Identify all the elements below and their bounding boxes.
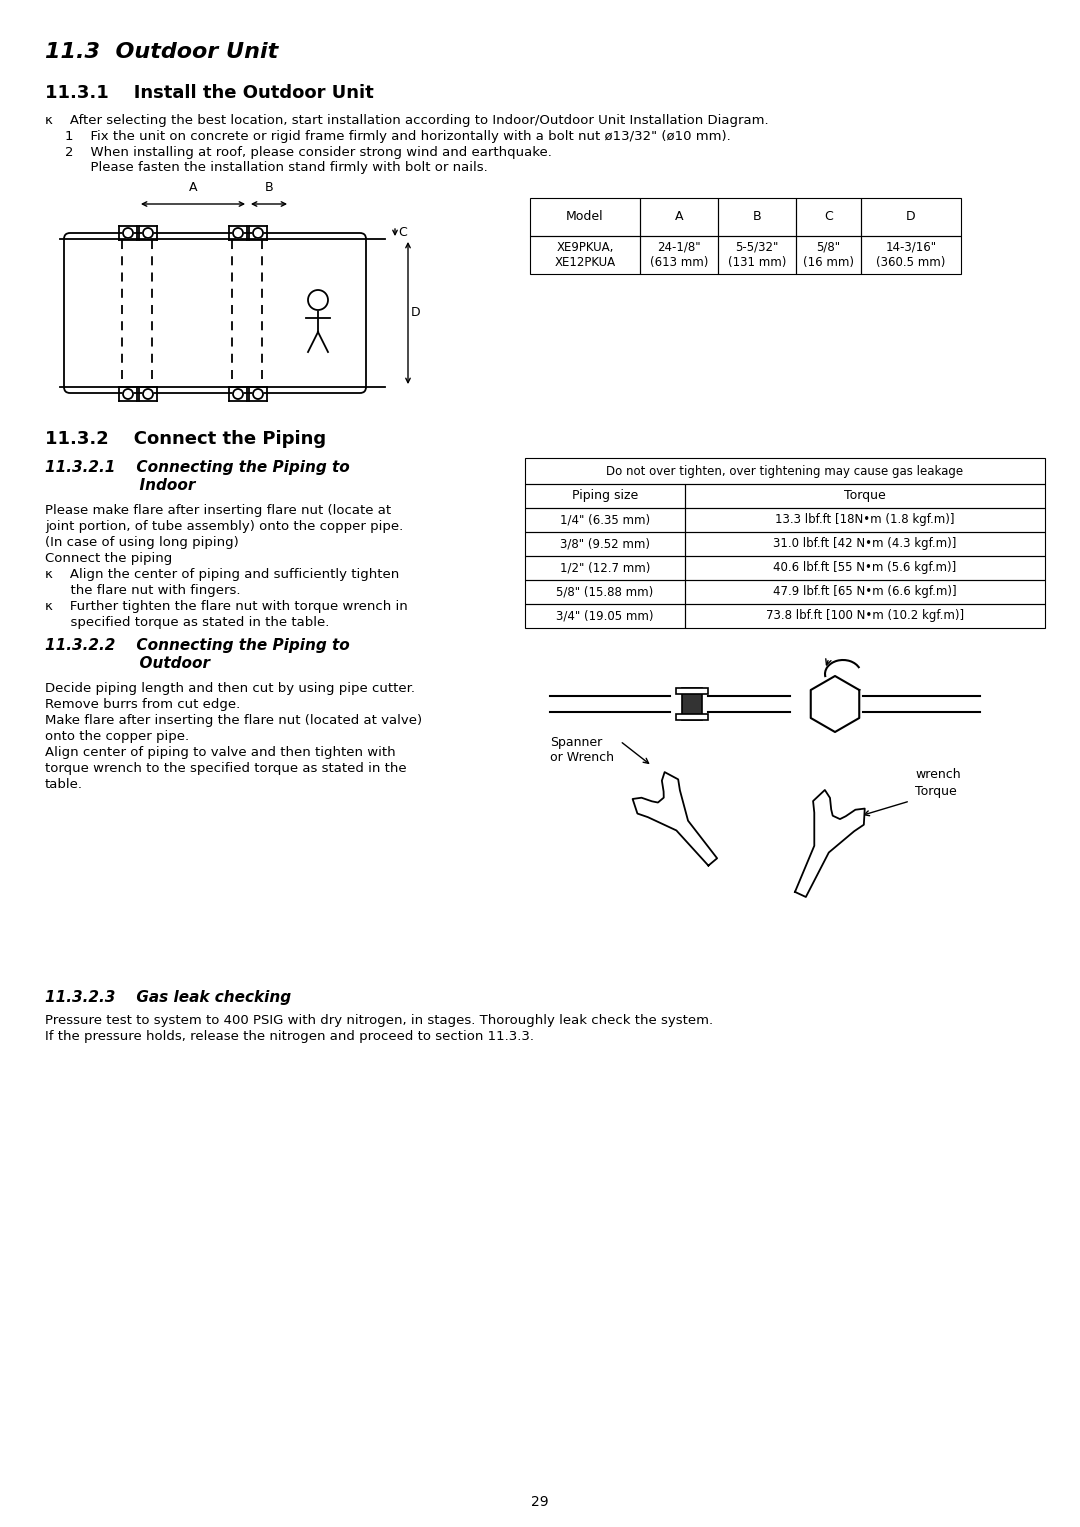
Circle shape [143, 389, 153, 399]
Text: 11.3.2    Connect the Piping: 11.3.2 Connect the Piping [45, 431, 326, 447]
Text: Make flare after inserting the flare nut (located at valve): Make flare after inserting the flare nut… [45, 715, 422, 727]
Bar [525, 605, 685, 628]
Text: D: D [906, 211, 916, 223]
Circle shape [253, 228, 264, 238]
Circle shape [143, 228, 153, 238]
Text: Please fasten the installation stand firmly with bolt or nails.: Please fasten the installation stand fir… [65, 160, 488, 174]
Text: 73.8 lbf.ft [100 N•m (10.2 kgf.m)]: 73.8 lbf.ft [100 N•m (10.2 kgf.m)] [766, 609, 964, 623]
Text: Align center of piping to valve and then tighten with: Align center of piping to valve and then… [45, 747, 395, 759]
Text: 13.3 lbf.ft [18N•m (1.8 kgf.m)]: 13.3 lbf.ft [18N•m (1.8 kgf.m)] [775, 513, 955, 527]
Text: Remove burrs from cut edge.: Remove burrs from cut edge. [45, 698, 240, 712]
Circle shape [123, 228, 133, 238]
Text: Decide piping length and then cut by using pipe cutter.: Decide piping length and then cut by usi… [45, 683, 415, 695]
Text: wrench: wrench [915, 768, 960, 782]
Circle shape [233, 228, 243, 238]
Bar [861, 237, 961, 273]
Text: 2    When installing at roof, please consider strong wind and earthquake.: 2 When installing at roof, please consid… [65, 147, 552, 159]
Text: Connect the piping: Connect the piping [45, 551, 172, 565]
Text: A: A [189, 182, 198, 194]
Bar [525, 484, 685, 508]
Text: 3/8" (9.52 mm): 3/8" (9.52 mm) [561, 538, 650, 551]
Bar [681, 689, 702, 721]
Text: Piping size: Piping size [572, 490, 638, 502]
Circle shape [123, 389, 133, 399]
Bar [718, 199, 796, 237]
Text: Pressure test to system to 400 PSIG with dry nitrogen, in stages. Thoroughly lea: Pressure test to system to 400 PSIG with… [45, 1014, 713, 1028]
Text: B: B [753, 211, 761, 223]
Text: or Wrench: or Wrench [550, 751, 615, 764]
Bar [685, 556, 1045, 580]
Text: κ    After selecting the best location, start installation according to Indoor/O: κ After selecting the best location, sta… [45, 115, 769, 127]
Bar [796, 199, 861, 237]
Text: 31.0 lbf.ft [42 N•m (4.3 kgf.m)]: 31.0 lbf.ft [42 N•m (4.3 kgf.m)] [773, 538, 957, 551]
Bar [525, 508, 685, 531]
Text: 5/8"
(16 mm): 5/8" (16 mm) [804, 241, 854, 269]
Bar [685, 580, 1045, 605]
Bar [525, 458, 1045, 484]
Text: Model: Model [566, 211, 604, 223]
Text: 11.3.2.2    Connecting the Piping to: 11.3.2.2 Connecting the Piping to [45, 638, 350, 654]
Circle shape [308, 290, 328, 310]
Text: D: D [411, 307, 420, 319]
Bar [640, 237, 718, 273]
Text: 29: 29 [531, 1495, 549, 1509]
Bar [676, 689, 708, 693]
Bar [525, 580, 685, 605]
Polygon shape [795, 789, 865, 896]
Bar [640, 199, 718, 237]
Text: Please make flare after inserting flare nut (locate at: Please make flare after inserting flare … [45, 504, 391, 518]
Text: onto the copper pipe.: onto the copper pipe. [45, 730, 189, 744]
Text: Spanner: Spanner [550, 736, 603, 750]
Bar [685, 605, 1045, 628]
Text: 11.3  Outdoor Unit: 11.3 Outdoor Unit [45, 43, 279, 63]
Polygon shape [811, 676, 860, 731]
Text: 3/4" (19.05 mm): 3/4" (19.05 mm) [556, 609, 653, 623]
Bar [525, 556, 685, 580]
Bar [685, 508, 1045, 531]
Text: Indoor: Indoor [45, 478, 195, 493]
Text: Torque: Torque [915, 785, 957, 797]
Text: 47.9 lbf.ft [65 N•m (6.6 kgf.m)]: 47.9 lbf.ft [65 N•m (6.6 kgf.m)] [773, 585, 957, 599]
Text: Torque: Torque [845, 490, 886, 502]
Text: C: C [399, 226, 407, 240]
Text: Outdoor: Outdoor [45, 657, 210, 670]
Bar [861, 199, 961, 237]
Text: torque wrench to the specified torque as stated in the: torque wrench to the specified torque as… [45, 762, 407, 776]
Text: 24-1/8"
(613 mm): 24-1/8" (613 mm) [650, 241, 708, 269]
Bar [525, 531, 685, 556]
Text: specified torque as stated in the table.: specified torque as stated in the table. [45, 615, 329, 629]
Bar [530, 199, 640, 237]
Text: 1/4" (6.35 mm): 1/4" (6.35 mm) [559, 513, 650, 527]
Text: If the pressure holds, release the nitrogen and proceed to section 11.3.3.: If the pressure holds, release the nitro… [45, 1031, 534, 1043]
Bar [718, 237, 796, 273]
Text: B: B [265, 182, 273, 194]
Text: 11.3.2.1    Connecting the Piping to: 11.3.2.1 Connecting the Piping to [45, 460, 350, 475]
Polygon shape [633, 773, 717, 866]
Text: the flare nut with fingers.: the flare nut with fingers. [45, 583, 241, 597]
Text: 40.6 lbf.ft [55 N•m (5.6 kgf.m)]: 40.6 lbf.ft [55 N•m (5.6 kgf.m)] [773, 562, 957, 574]
Text: 5-5/32"
(131 mm): 5-5/32" (131 mm) [728, 241, 786, 269]
Text: 11.3.2.3    Gas leak checking: 11.3.2.3 Gas leak checking [45, 989, 292, 1005]
Text: 11.3.1    Install the Outdoor Unit: 11.3.1 Install the Outdoor Unit [45, 84, 374, 102]
Bar [530, 237, 640, 273]
Circle shape [253, 389, 264, 399]
Bar [685, 531, 1045, 556]
Text: XE9PKUA,
XE12PKUA: XE9PKUA, XE12PKUA [554, 241, 616, 269]
Text: 1    Fix the unit on concrete or rigid frame firmly and horizontally with a bolt: 1 Fix the unit on concrete or rigid fram… [65, 130, 731, 144]
Text: A: A [675, 211, 684, 223]
Text: table.: table. [45, 777, 83, 791]
Text: 5/8" (15.88 mm): 5/8" (15.88 mm) [556, 585, 653, 599]
Bar [676, 715, 708, 721]
Text: κ    Further tighten the flare nut with torque wrench in: κ Further tighten the flare nut with tor… [45, 600, 408, 612]
Circle shape [233, 389, 243, 399]
Text: 1/2" (12.7 mm): 1/2" (12.7 mm) [559, 562, 650, 574]
Text: Do not over tighten, over tightening may cause gas leakage: Do not over tighten, over tightening may… [607, 464, 963, 478]
Text: 14-3/16"
(360.5 mm): 14-3/16" (360.5 mm) [876, 241, 946, 269]
Text: C: C [824, 211, 833, 223]
Text: (In case of using long piping): (In case of using long piping) [45, 536, 239, 550]
Bar [796, 237, 861, 273]
Text: κ    Align the center of piping and sufficiently tighten: κ Align the center of piping and suffici… [45, 568, 400, 580]
Bar [685, 484, 1045, 508]
Text: joint portion, of tube assembly) onto the copper pipe.: joint portion, of tube assembly) onto th… [45, 521, 403, 533]
